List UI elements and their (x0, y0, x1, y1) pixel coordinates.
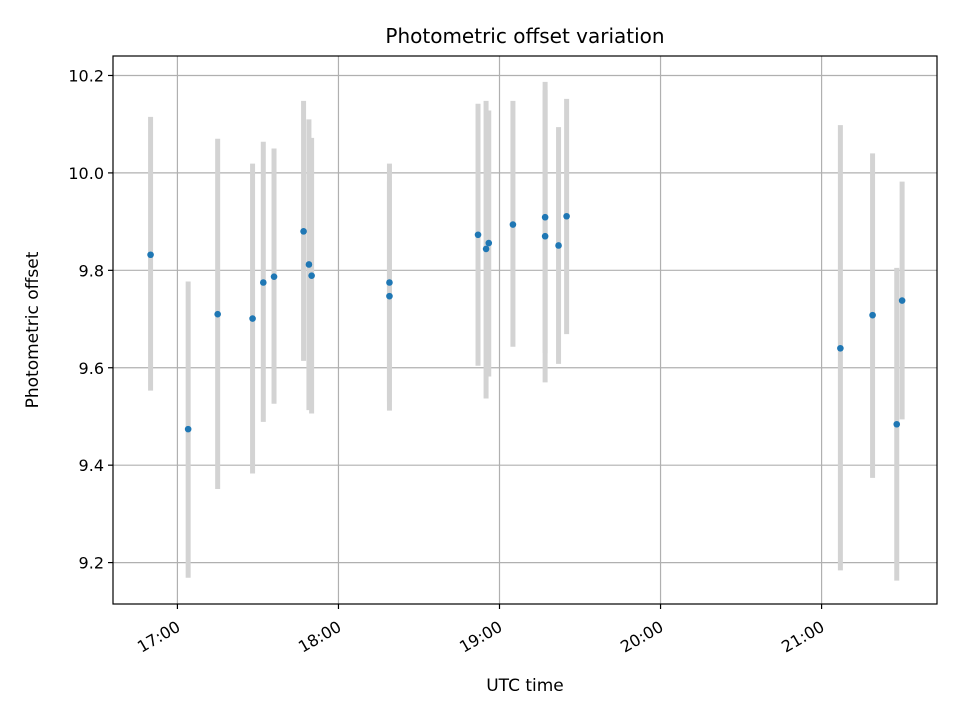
data-point (184, 425, 192, 433)
y-tick-label: 10.0 (68, 164, 104, 183)
data-point (249, 315, 256, 322)
data-point (482, 245, 490, 253)
y-tick-label: 9.4 (79, 456, 104, 475)
y-tick-label: 9.8 (79, 261, 104, 280)
data-point (869, 311, 876, 319)
y-tick-label: 10.2 (68, 66, 104, 85)
data-point (555, 242, 562, 249)
data-point (837, 344, 844, 352)
data-point (898, 297, 906, 304)
data-points (147, 212, 906, 433)
data-point (541, 213, 549, 221)
data-point (147, 251, 154, 259)
data-point (308, 272, 315, 279)
data-point (386, 279, 393, 286)
data-point (563, 212, 570, 220)
data-point (270, 273, 278, 280)
data-point (305, 261, 313, 268)
x-axis-label: UTC time (486, 676, 564, 696)
data-point (386, 292, 393, 300)
y-tick-label: 9.6 (79, 359, 104, 378)
data-point (541, 232, 549, 240)
data-point (485, 239, 493, 247)
data-point (214, 310, 221, 318)
data-point (893, 420, 901, 428)
y-axis-label: Photometric offset (23, 251, 43, 408)
data-point (260, 279, 267, 286)
chart-title: Photometric offset variation (385, 24, 664, 48)
data-point (474, 231, 482, 239)
y-tick-label: 9.2 (79, 554, 104, 573)
data-point (300, 228, 307, 235)
plot-frame (112, 55, 938, 605)
data-point (509, 221, 517, 228)
